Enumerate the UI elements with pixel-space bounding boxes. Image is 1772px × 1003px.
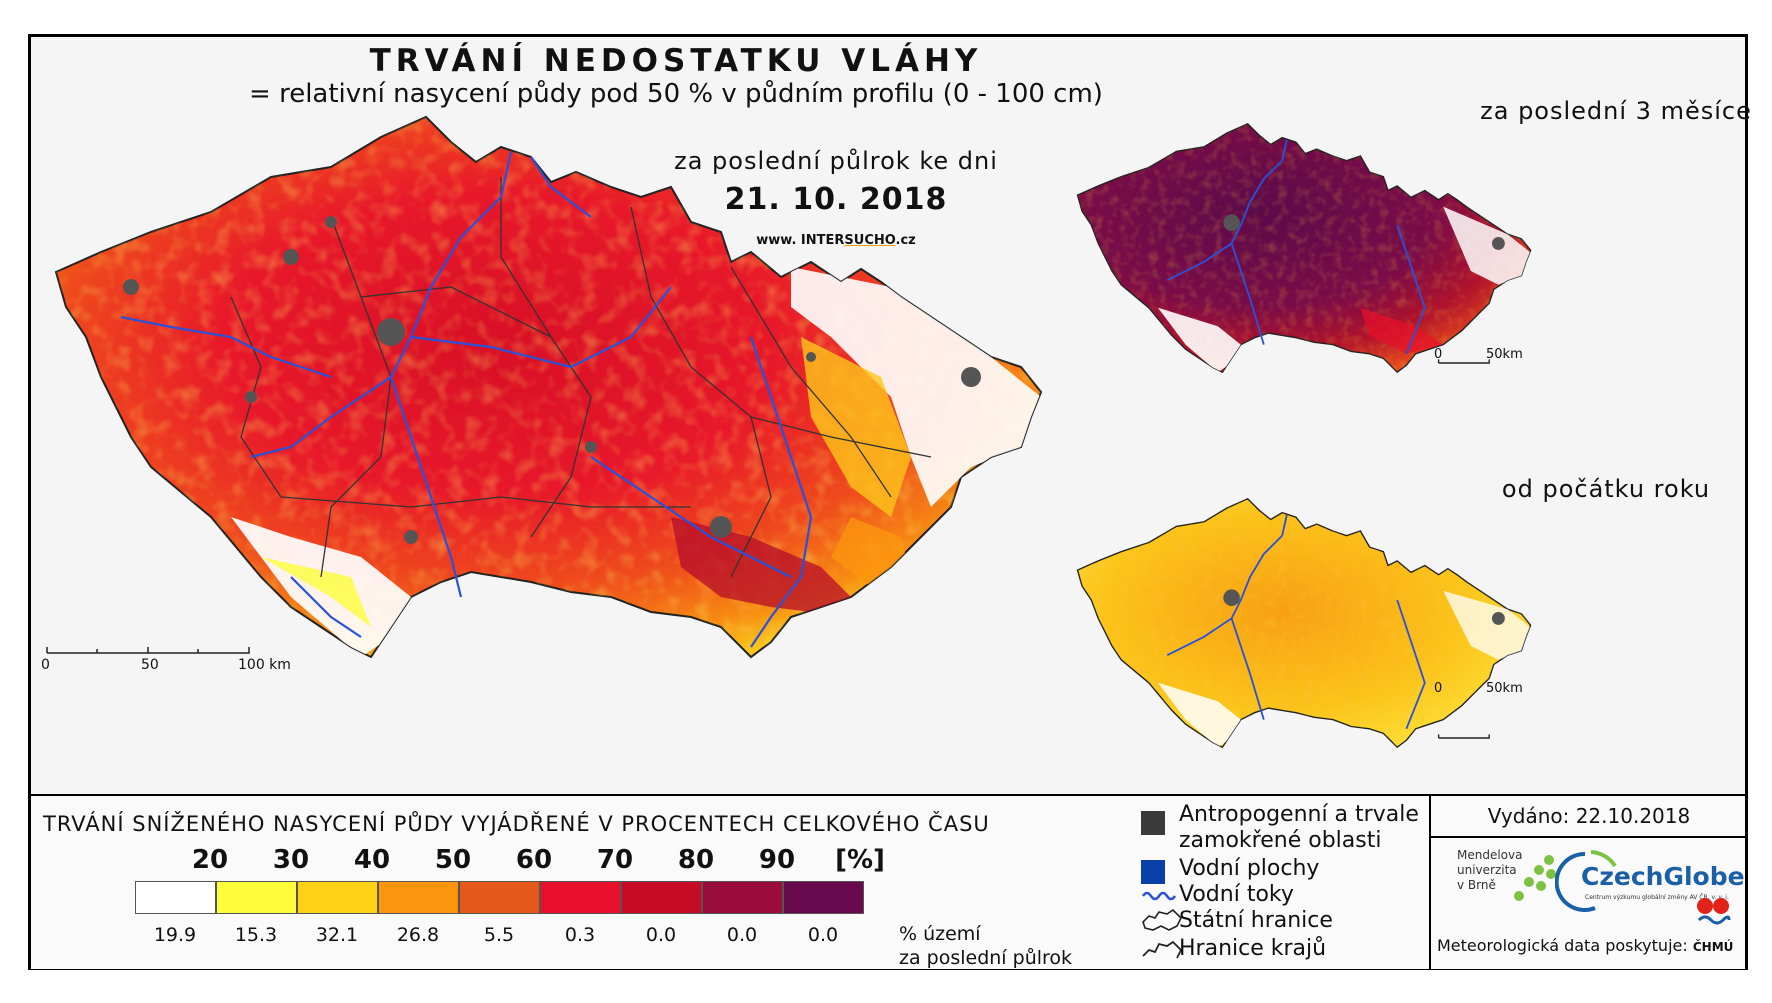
class-percent: 0.0 [807,924,839,946]
website-label: www. INTERSUCHO.cz [671,233,1001,248]
inset-3-months-title: za poslední 3 měsíce [1480,97,1752,125]
class-swatch [702,881,783,914]
legend-region-border: Hranice krajů [1179,936,1327,961]
drought-map-frame: TRVÁNÍ NEDOSTATKU VLÁHY = relativní nasy… [28,34,1751,970]
region-border-icon [1142,940,1183,959]
threshold-60: 60 [515,845,553,875]
percent-note-line2: za poslední půlrok [899,947,1073,969]
class-percent: 0.3 [564,924,596,946]
class-swatch [216,881,297,914]
chmu-name: ČHMÚ [1692,940,1734,954]
threshold-40: 40 [353,845,391,875]
class-swatch [378,881,459,914]
issued-date: Vydáno: 22.10.2018 [1487,804,1691,828]
threshold-30: 30 [272,845,310,875]
map-subtitle: = relativní nasycení půdy pod 50 % v půd… [249,79,1103,109]
website-highlight: SUCHO [844,233,896,248]
inset-map-year [1076,498,1532,748]
czechglobe-logo-icon [1555,850,1617,912]
map-title: TRVÁNÍ NEDOSTATKU VLÁHY [369,43,983,79]
percent-note: % území za poslední půlrok [899,922,1072,970]
maps-canvas [46,116,1532,748]
class-percent: 5.5 [483,924,515,946]
czechglobe-subtitle: Centrum výzkumu globální změny AV ČR, v.… [1585,894,1729,901]
mendel-line2: univerzita [1457,863,1517,877]
mendel-university-name: Mendelova univerzita v Brně [1457,848,1522,893]
urban-area-icon [1141,811,1165,835]
czechglobe-name: CzechGlobe [1581,862,1745,891]
legend-panel: TRVÁNÍ SNÍŽENÉHO NASYCENÍ PŮDY VYJÁDŘENÉ… [31,794,1747,970]
class-swatch [540,881,621,914]
class-percent: 26.8 [396,924,440,946]
river-icon [1141,891,1177,901]
main-scale-50: 50 [141,657,159,673]
inset2-scale-0: 0 [1434,681,1443,696]
class-percent: 0.0 [645,924,677,946]
main-scale-0: 0 [41,657,50,673]
inset-year-title: od počátku roku [1501,475,1711,503]
threshold-20: 20 [191,845,229,875]
class-percent: 32.1 [315,924,359,946]
class-swatch [135,881,216,914]
meteo-credit: Meteorologická data poskytuje: ČHMÚ [1437,936,1733,955]
website-prefix: www. INTER [756,233,845,248]
river-network [120,151,813,648]
class-percent: 15.3 [234,924,278,946]
inset-map-3-months [1076,123,1532,373]
state-border-icon [1142,908,1182,931]
threshold-unit: [%] [835,845,885,875]
class-percent: 19.9 [153,924,197,946]
website-suffix: .cz [895,233,916,248]
chmu-logo-icon [1697,898,1731,925]
threshold-50: 50 [434,845,472,875]
class-swatch [459,881,540,914]
legend-water-bodies: Vodní plochy [1179,856,1320,881]
info-box: Vydáno: 22.10.2018 Mendelova univerzita … [1429,796,1747,969]
main-scale-100: 100 km [238,657,291,673]
period-label: za poslední půlrok ke dni [674,147,998,175]
meteo-prefix: Meteorologická data poskytuje: [1437,936,1688,955]
threshold-80: 80 [677,845,715,875]
threshold-70: 70 [596,845,634,875]
class-percent: 0.0 [726,924,758,946]
legend-urban-line2: zamokřené oblasti [1179,828,1382,853]
map-area: TRVÁNÍ NEDOSTATKU VLÁHY = relativní nasy… [31,37,1751,794]
legend-urban-line1: Antropogenní a trvale [1179,802,1419,827]
threshold-90: 90 [758,845,796,875]
mendel-line3: v Brně [1457,878,1496,892]
legend-state-border: Státní hranice [1179,908,1333,933]
water-body-icon [1141,860,1165,884]
info-separator [1431,836,1747,838]
class-swatch [783,881,864,914]
class-swatch [297,881,378,914]
legend-title: TRVÁNÍ SNÍŽENÉHO NASYCENÍ PŮDY VYJÁDŘENÉ… [43,812,990,836]
mendel-line1: Mendelova [1457,848,1523,862]
inset1-scale-0: 0 [1434,347,1443,362]
mendel-logo-icon [1514,855,1556,901]
inset2-scale-50: 50km [1486,681,1523,696]
inset1-scale-50: 50km [1486,347,1523,362]
date-label: 21. 10. 2018 [724,182,948,217]
main-scale-bar [46,647,250,654]
urban-areas [123,216,981,544]
percent-note-line1: % území [899,923,981,945]
main-map [46,116,1042,658]
legend-rivers: Vodní toky [1179,882,1294,907]
class-swatch [621,881,702,914]
